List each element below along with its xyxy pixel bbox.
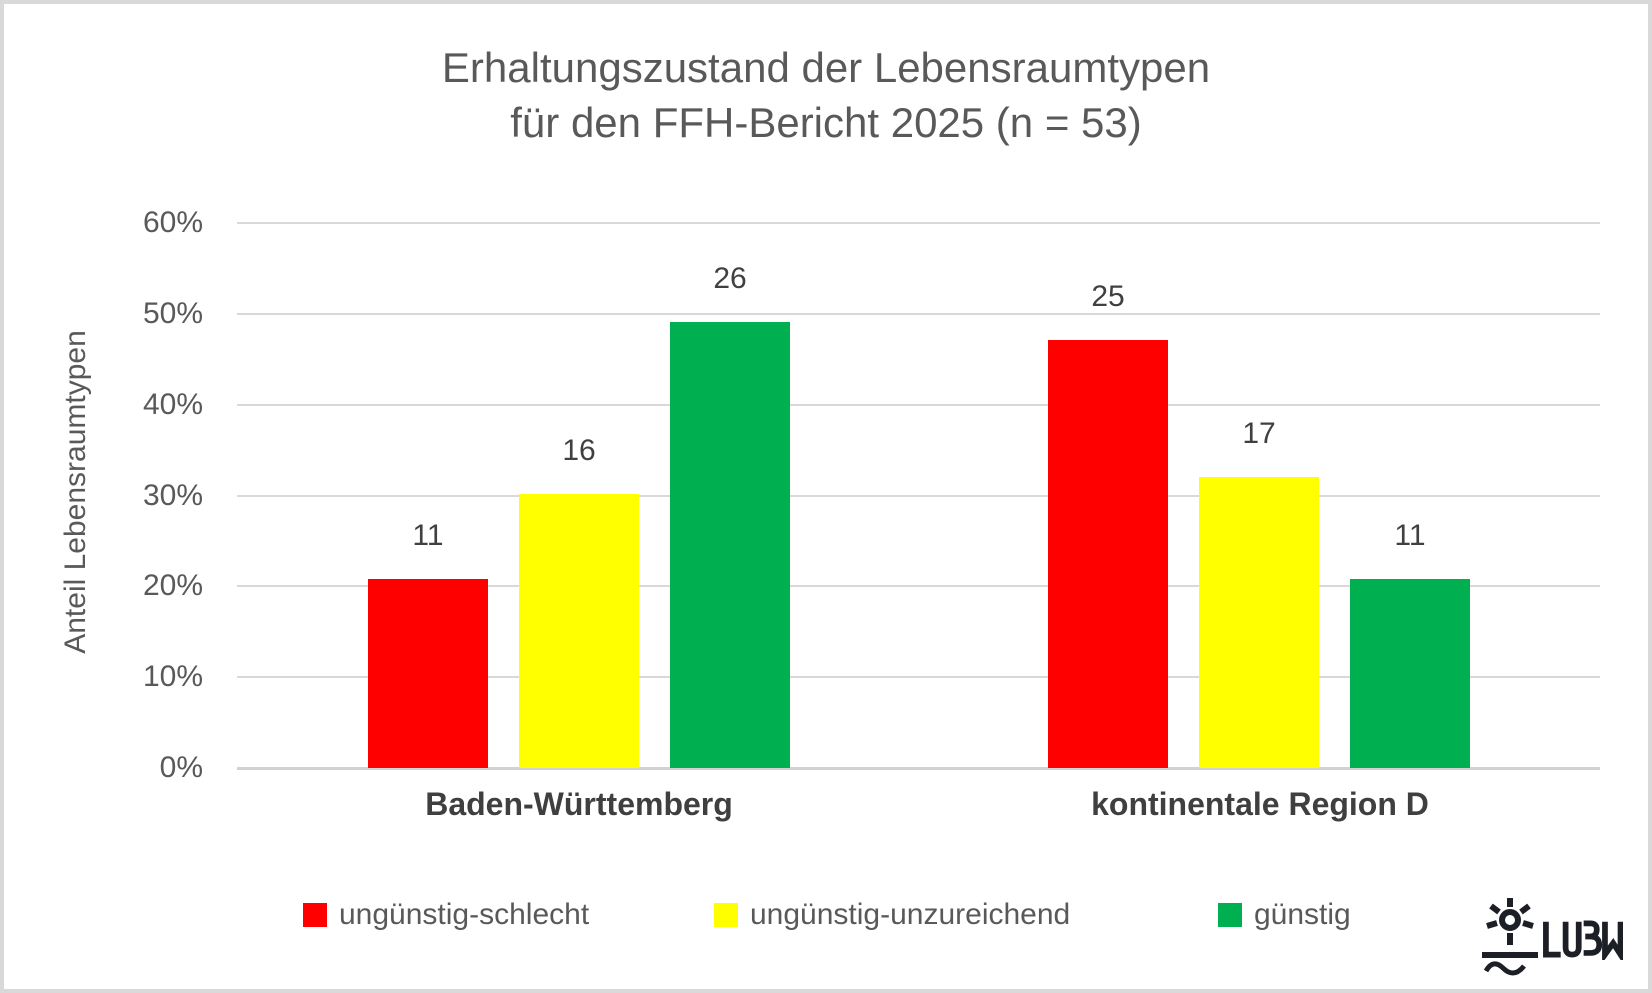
bar-value-label: 11: [1394, 519, 1426, 552]
chart-title: Erhaltungszustand der Lebensraumtypen fü…: [0, 40, 1652, 151]
legend-label: ungünstig-schlecht: [339, 898, 590, 931]
legend-swatch-icon: [303, 903, 327, 927]
gridline: [237, 404, 1600, 406]
chart-title-line1: Erhaltungszustand der Lebensraumtypen: [441, 44, 1211, 91]
gridline: [237, 495, 1600, 497]
bar-günstig: [1350, 579, 1470, 768]
gridline: [237, 585, 1600, 587]
legend-label: ungünstig-unzureichend: [750, 898, 1071, 931]
y-axis-title: Anteil Lebensraumtypen: [59, 330, 92, 654]
bar-value-label: 17: [1242, 417, 1276, 450]
legend-item: ungünstig-unzureichend: [714, 898, 1070, 932]
lubw-sun-water-icon: [1482, 898, 1538, 976]
legend-swatch-icon: [714, 903, 738, 927]
gridline: [237, 222, 1600, 224]
legend-item: ungünstig-schlecht: [303, 898, 589, 932]
category-label: kontinentale Region D: [1091, 786, 1429, 822]
bar-günstig: [670, 322, 790, 768]
gridline: [237, 313, 1600, 315]
bar-value-label: 25: [1091, 280, 1125, 313]
chart-title-line2: für den FFH-Bericht 2025 (n = 53): [510, 99, 1142, 147]
y-tick-label: 30%: [142, 479, 203, 512]
bar-ungünstig-schlecht: [368, 579, 488, 768]
y-tick-label: 0%: [159, 751, 203, 784]
bar-ungünstig-unzureichend: [519, 494, 639, 768]
y-tick-label: 20%: [142, 569, 203, 602]
legend-label: günstig: [1254, 898, 1351, 931]
gridline: [237, 767, 1600, 770]
bar-ungünstig-unzureichend: [1199, 477, 1319, 768]
legend-item: günstig: [1218, 898, 1351, 932]
y-tick-label: 40%: [142, 388, 203, 421]
bar-value-label: 26: [713, 262, 747, 295]
bar-value-label: 16: [562, 434, 596, 467]
bar-ungünstig-schlecht: [1048, 340, 1168, 768]
gridline: [237, 676, 1600, 678]
y-tick-label: 50%: [142, 297, 203, 330]
legend-swatch-icon: [1218, 903, 1242, 927]
y-tick-label: 60%: [142, 206, 203, 239]
category-label: Baden-Württemberg: [425, 786, 733, 822]
bar-value-label: 11: [412, 519, 444, 552]
y-tick-label: 10%: [142, 660, 203, 693]
lubw-wordmark: [1543, 920, 1623, 960]
